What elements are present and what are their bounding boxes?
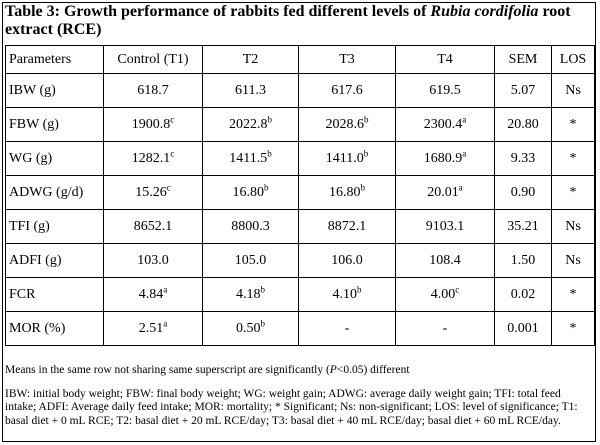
sem-cell: 0.02 (494, 277, 552, 312)
value-cell: 8800.3 (202, 209, 299, 244)
value-cell: 106.0 (298, 243, 396, 278)
sem-cell: 5.07 (494, 73, 552, 108)
significance-note: Means in the same row not sharing same s… (5, 364, 410, 376)
table-frame (2, 2, 596, 442)
table-row: ADFI (g) 103.0 105.0 106.0 108.4 1.50 Ns (5, 243, 595, 278)
value-cell: 2.51a (103, 311, 203, 346)
significance-superscript: b (267, 147, 272, 158)
value-cell: - (395, 311, 495, 346)
parameter-cell: MOR (%) (5, 311, 104, 346)
value-cell: 4.18b (202, 277, 299, 312)
column-header: Parameters (5, 45, 104, 74)
value-cell: 0.50b (202, 311, 299, 346)
significance-superscript: b (360, 181, 366, 192)
significance-superscript: b (364, 113, 369, 124)
los-cell: * (551, 107, 595, 142)
sem-cell: 0.001 (494, 311, 552, 346)
significance-superscript: c (166, 181, 171, 192)
significance-superscript: b (264, 181, 269, 192)
table-title: Table 3: Growth performance of rabbits f… (5, 3, 593, 39)
value-cell: 103.0 (103, 243, 203, 278)
sem-cell: 20.80 (494, 107, 552, 142)
value-cell: 15.26c (103, 175, 203, 210)
value-cell: - (298, 311, 396, 346)
value-cell: 2022.8b (202, 107, 299, 142)
value-cell: 1680.9a (395, 141, 495, 176)
sem-cell: 9.33 (494, 141, 552, 176)
value-cell: 611.3 (202, 73, 299, 108)
los-cell: * (551, 141, 595, 176)
column-header: T2 (202, 45, 299, 74)
abbreviations-note: IBW: initial body weight; FBW: final bod… (5, 387, 578, 427)
table-row: FCR 4.84a 4.18b 4.10b 4.00c 0.02 * (5, 277, 595, 312)
value-cell: 1411.5b (202, 141, 299, 176)
value-cell: 4.84a (103, 277, 203, 312)
value-cell: 108.4 (395, 243, 495, 278)
value-cell: 9103.1 (395, 209, 495, 244)
significance-superscript: b (363, 147, 369, 158)
significance-superscript: a (163, 317, 168, 328)
table-row: IBW (g) 618.7 611.3 617.6 619.5 5.07 Ns (5, 73, 595, 108)
table-row: WG (g) 1282.1c 1411.5b 1411.0b 1680.9a 9.33 * (5, 141, 595, 176)
significance-superscript: a (462, 113, 467, 124)
parameter-cell: FBW (g) (5, 107, 104, 142)
value-cell: 617.6 (298, 73, 396, 108)
column-header: LOS (551, 45, 595, 74)
sem-cell: 0.90 (494, 175, 552, 210)
parameter-cell: ADWG (g/d) (5, 175, 104, 210)
value-cell: 2300.4a (395, 107, 495, 142)
value-cell: 1900.8c (103, 107, 203, 142)
table-footnotes: Means in the same row not sharing same s… (5, 364, 593, 428)
table-row: TFI (g) 8652.1 8800.3 8872.1 9103.1 35.21 Ns (5, 209, 595, 244)
parameter-cell: FCR (5, 277, 104, 312)
parameter-cell: WG (g) (5, 141, 104, 176)
significance-superscript: a (458, 181, 463, 192)
significance-superscript: b (267, 113, 273, 124)
significance-superscript: b (260, 283, 266, 294)
column-header: T3 (298, 45, 396, 74)
significance-superscript: b (260, 317, 266, 328)
title-species: Rubia cordifolia (430, 3, 539, 20)
table-row: FBW (g) 1900.8c 2022.8b 2028.6b 2300.4a 20.80… (5, 107, 595, 142)
table-row: MOR (%) 2.51a 0.50b - -0.001 * (5, 311, 595, 346)
los-cell: * (551, 277, 595, 312)
value-cell: 4.00c (395, 277, 495, 312)
significance-superscript: c (455, 283, 460, 294)
column-header: SEM (494, 45, 552, 74)
growth-performance-table: Parameters Control (T1) T2 T3 T4 SEM LOS IBW (g… (5, 45, 595, 346)
parameter-cell: IBW (g) (5, 73, 104, 108)
value-cell: 8652.1 (103, 209, 203, 244)
header-row: Parameters Control (T1) T2 T3 T4 SEM LOS (5, 45, 595, 74)
value-cell: 1282.1c (103, 141, 203, 176)
sem-cell: 35.21 (494, 209, 552, 244)
value-cell: 2028.6b (298, 107, 396, 142)
parameter-cell: TFI (g) (5, 209, 104, 244)
value-cell: 618.7 (103, 73, 203, 108)
value-cell: 619.5 (395, 73, 495, 108)
los-cell: Ns (551, 209, 595, 244)
significance-superscript: a (462, 147, 467, 158)
value-cell: 20.01a (395, 175, 495, 210)
column-header: T4 (395, 45, 495, 74)
table-row: ADWG (g/d) 15.26c 16.80b 16.80b 20.01a 0.90 * (5, 175, 595, 210)
los-cell: Ns (551, 243, 595, 278)
value-cell: 16.80b (298, 175, 396, 210)
value-cell: 1411.0b (298, 141, 396, 176)
value-cell: 105.0 (202, 243, 299, 278)
value-cell: 8872.1 (298, 209, 396, 244)
column-header: Control (T1) (103, 45, 203, 74)
value-cell: 16.80b (202, 175, 299, 210)
significance-superscript: c (170, 113, 175, 124)
los-cell: * (551, 175, 595, 210)
significance-superscript: a (163, 283, 168, 294)
los-cell: * (551, 311, 595, 346)
los-cell: Ns (551, 73, 595, 108)
title-text-end: root extract (RCE) (5, 3, 571, 38)
title-text: Table 3: Growth performance of rabbits f… (5, 3, 431, 20)
significance-superscript: b (357, 283, 362, 294)
parameter-cell: ADFI (g) (5, 243, 104, 278)
value-cell: 4.10b (298, 277, 396, 312)
significance-superscript: c (170, 147, 175, 158)
sem-cell: 1.50 (494, 243, 552, 278)
